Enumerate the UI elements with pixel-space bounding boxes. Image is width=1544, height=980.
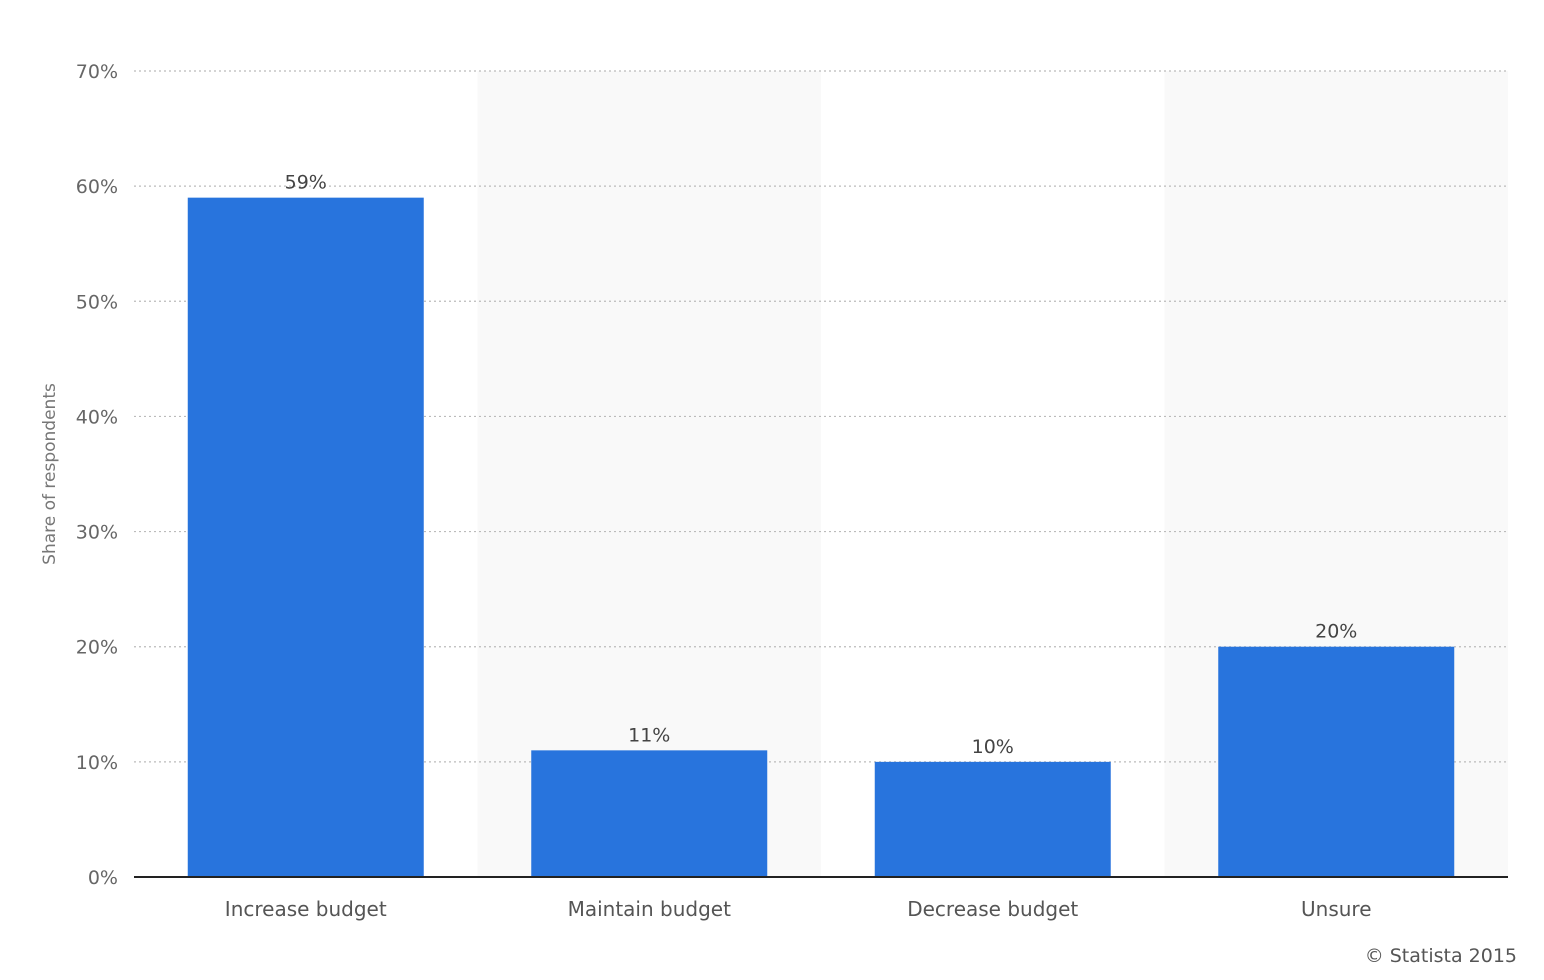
y-tick-label: 40% xyxy=(76,406,118,428)
y-axis-ticks: 0% 10% 20% 30% 40% 50% 60% 70% xyxy=(76,61,118,889)
data-label: 20% xyxy=(1315,621,1357,643)
y-tick-label: 0% xyxy=(88,867,118,889)
bar[interactable] xyxy=(531,750,768,877)
x-tick-label: Increase budget xyxy=(225,897,387,921)
credit-text[interactable]: © Statista 2015 xyxy=(1365,945,1517,967)
bars xyxy=(187,197,1455,877)
y-axis-title: Share of respondents xyxy=(40,383,60,565)
bar[interactable] xyxy=(1218,646,1455,877)
x-tick-label: Unsure xyxy=(1301,897,1372,921)
data-label: 10% xyxy=(972,736,1014,758)
y-tick-label: 20% xyxy=(76,637,118,659)
y-tick-label: 70% xyxy=(76,61,118,83)
bar[interactable] xyxy=(874,761,1111,877)
category-bands xyxy=(477,71,1508,877)
data-labels: 59% 11% 10% 20% xyxy=(285,172,1358,758)
category-band xyxy=(477,71,821,877)
y-tick-label: 10% xyxy=(76,752,118,774)
x-tick-label: Decrease budget xyxy=(907,897,1078,921)
x-tick-label: Maintain budget xyxy=(568,897,731,921)
data-label: 59% xyxy=(285,172,327,194)
y-tick-label: 50% xyxy=(76,291,118,313)
y-tick-label: 30% xyxy=(76,522,118,544)
y-tick-label: 60% xyxy=(76,176,118,198)
data-label: 11% xyxy=(628,724,670,746)
x-axis-category-labels: Increase budget Maintain budget Decrease b… xyxy=(225,897,1372,921)
bar[interactable] xyxy=(187,197,424,877)
